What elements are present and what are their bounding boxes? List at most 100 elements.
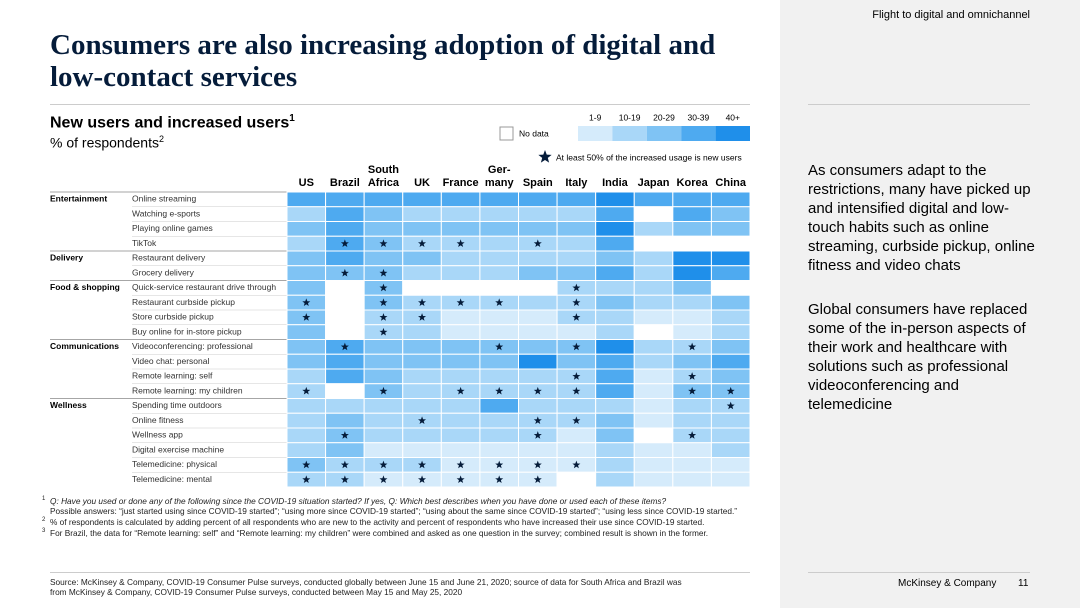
row-label: Restaurant delivery <box>132 253 206 263</box>
footnote: 3 For Brazil, the data for “Remote learni… <box>42 528 757 538</box>
star <box>495 298 504 307</box>
divider <box>808 104 1030 105</box>
column-label: UK <box>414 177 430 189</box>
heat-cell <box>325 221 365 237</box>
star <box>340 342 349 351</box>
heat-cell <box>325 398 365 414</box>
star <box>456 298 465 307</box>
heat-cell <box>518 309 558 326</box>
column-label: Italy <box>565 177 588 189</box>
heat-cell <box>325 412 365 429</box>
heat-cell <box>595 221 635 237</box>
column-label: US <box>299 177 314 189</box>
group-label: Wellness <box>50 400 87 410</box>
heat-cell <box>325 368 365 385</box>
heat-cell <box>286 353 327 370</box>
footnote-marker: 1 <box>42 496 46 502</box>
heat-cell <box>595 471 635 488</box>
heat-cell <box>286 398 327 414</box>
heatmap: 1-9 10-19 20-29 30-39 40+ No data At least 50%… <box>50 112 751 488</box>
heat-cell <box>672 221 712 237</box>
heat-cell <box>672 457 712 473</box>
star <box>302 460 311 469</box>
star <box>572 460 581 469</box>
heat-cell <box>479 427 519 444</box>
heat-cell <box>633 235 674 252</box>
footnote: 2 % of respondents is calculated by addin… <box>42 517 757 527</box>
star <box>302 298 311 307</box>
heat-cell <box>633 280 674 296</box>
source: Source: McKinsey & Company, COVID-19 Con… <box>50 577 682 597</box>
heat-cell <box>710 442 751 458</box>
heat-cell <box>286 427 327 444</box>
heat-cell <box>595 250 635 267</box>
heat-cell <box>325 250 365 267</box>
heat-cell <box>479 368 519 385</box>
heat-cell <box>633 339 674 355</box>
heat-cell <box>556 265 597 281</box>
heat-cell <box>440 339 481 355</box>
heat-cell <box>518 442 558 458</box>
heat-cell <box>710 353 751 370</box>
heat-cell <box>595 412 635 429</box>
heat-cell <box>286 324 327 340</box>
heat-cell <box>402 398 442 414</box>
star-icon <box>538 150 552 163</box>
section-label: Flight to digital and omnichannel <box>872 9 1030 21</box>
legend-swatch <box>578 126 613 141</box>
heat-cell <box>595 427 635 444</box>
heat-cell <box>633 294 674 311</box>
note-marker: 1 <box>289 113 295 124</box>
heat-cell <box>710 412 751 429</box>
star <box>418 416 427 425</box>
heat-cell <box>595 368 635 385</box>
star <box>379 460 388 469</box>
heat-cell <box>595 339 635 355</box>
heat-cell <box>479 235 519 252</box>
legend-label: 1-9 <box>589 112 602 122</box>
row-label: Grocery delivery <box>132 267 195 277</box>
star <box>418 298 427 307</box>
heat-cell <box>363 442 404 458</box>
column-label: Japan <box>638 177 670 189</box>
heat-cell <box>286 191 327 208</box>
heat-cell <box>440 398 481 414</box>
no-data-swatch <box>499 126 514 141</box>
legend-swatch <box>612 126 647 141</box>
column-label: Ger- <box>488 164 511 176</box>
column-label: Spain <box>523 177 553 189</box>
row-label: Telemedicine: mental <box>132 474 212 484</box>
heat-cell <box>518 265 558 281</box>
heat-cell <box>440 353 481 370</box>
star <box>379 268 388 277</box>
heat-cell <box>595 265 635 281</box>
heat-cell <box>518 280 558 296</box>
heat-cell <box>633 368 674 385</box>
sidebar-paragraph: Global consumers have replaced some of t… <box>808 301 1028 413</box>
heat-cell <box>325 191 365 208</box>
heat-cell <box>710 457 751 473</box>
star <box>726 386 735 395</box>
heat-cell <box>633 412 674 429</box>
heat-cell <box>710 339 751 355</box>
heat-cell <box>479 250 519 267</box>
heat-cell <box>440 324 481 340</box>
heat-cell <box>518 250 558 267</box>
heat-cell <box>556 324 597 340</box>
heat-cell <box>325 280 365 296</box>
heat-cell <box>518 221 558 237</box>
heat-cell <box>325 309 365 326</box>
heat-cell <box>710 265 751 281</box>
heat-cell <box>325 353 365 370</box>
heat-cell <box>633 309 674 326</box>
heat-cell <box>286 206 327 222</box>
legend-label: 40+ <box>726 112 740 122</box>
heat-cell <box>440 427 481 444</box>
heat-cell <box>363 339 404 355</box>
heat-cell <box>479 206 519 222</box>
heat-cell <box>402 353 442 370</box>
heat-cell <box>710 221 751 237</box>
heat-cell <box>556 471 597 488</box>
row-label: Watching e-sports <box>132 208 200 218</box>
